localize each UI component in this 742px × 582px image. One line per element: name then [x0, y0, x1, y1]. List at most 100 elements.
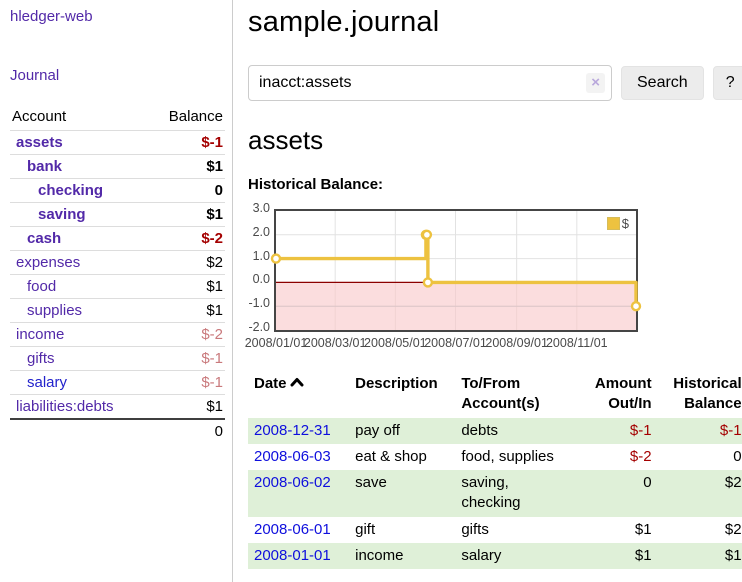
account-balance: $1 — [206, 302, 223, 319]
account-link-saving[interactable]: saving — [38, 206, 86, 223]
account-link-cash[interactable]: cash — [27, 230, 62, 247]
transaction-amount: $-2 — [629, 447, 652, 465]
account-row: liabilities:debts $1 — [10, 394, 225, 420]
transaction-description: save — [355, 474, 387, 491]
transaction-balance: $-1 — [719, 421, 742, 439]
account-row: assets $-1 — [10, 130, 225, 155]
transaction-row: 2008-12-31 pay off debts $-1 $-1 — [248, 417, 742, 444]
transaction-date-link[interactable]: 2008-06-03 — [254, 447, 331, 465]
transaction-date-link[interactable]: 2008-01-01 — [254, 546, 331, 564]
account-balance: $-2 — [201, 326, 223, 343]
transaction-accounts: debts — [461, 421, 499, 439]
transaction-accounts: food, supplies — [461, 447, 554, 465]
legend-swatch-icon — [606, 217, 620, 230]
transaction-row: 2008-06-03 eat & shop food, supplies $-2 0 — [248, 444, 742, 470]
transaction-date-link[interactable]: 2008-12-31 — [254, 421, 331, 439]
y-tick-label: -2.0 — [248, 320, 270, 334]
account-link-expenses[interactable]: expenses — [16, 254, 81, 271]
account-balance: $1 — [206, 206, 223, 223]
chart-plot-area: $ — [270, 209, 642, 332]
y-tick-label: 0.0 — [252, 272, 270, 287]
x-tick-label: 2008/05/01 — [364, 336, 427, 350]
account-link-bank[interactable]: bank — [27, 158, 63, 175]
transaction-description: pay off — [355, 421, 400, 439]
y-tick-label: -1.0 — [248, 296, 270, 311]
historical-balance-chart: 3.0 2.0 1.0 0.0 -1.0 -2.0 $ 2008/01/01 2008/03… — [243, 201, 663, 352]
transaction-amount: $1 — [634, 546, 652, 564]
account-row: saving $1 — [10, 202, 225, 227]
account-row: cash $-2 — [10, 226, 225, 251]
legend-label: $ — [621, 216, 629, 231]
account-link-food[interactable]: food — [27, 278, 57, 295]
x-tick-label: 2008/11/01 — [545, 336, 608, 350]
transaction-balance: $2 — [724, 520, 742, 538]
data-point-marker — [270, 253, 282, 264]
account-link-checking[interactable]: checking — [38, 182, 104, 199]
x-tick-label: 2008/07/01 — [424, 336, 487, 350]
page-title: sample.journal — [248, 6, 440, 38]
account-link-liabilities-debts[interactable]: liabilities:debts — [16, 398, 114, 415]
account-balance: $1 — [206, 398, 223, 415]
transaction-row: 2008-06-01 gift gifts $1 $2 — [248, 517, 742, 543]
transaction-row: 2008-01-01 income salary $1 $1 — [248, 542, 742, 569]
account-balance: $1 — [206, 158, 223, 175]
accounts-header-balance: Balance — [168, 108, 223, 125]
data-point-marker — [422, 277, 434, 288]
x-tick-label: 2008/01/01 — [244, 336, 308, 350]
account-link-gifts[interactable]: gifts — [27, 350, 55, 367]
account-link-salary[interactable]: salary — [27, 374, 68, 391]
account-balance: $2 — [206, 254, 223, 271]
transaction-description: eat & shop — [355, 447, 427, 465]
account-row: checking 0 — [10, 178, 225, 203]
transaction-description: gift — [355, 520, 376, 538]
chart-legend: $ — [603, 215, 632, 232]
search-button[interactable]: Search — [621, 66, 704, 100]
transaction-balance: $1 — [724, 546, 742, 564]
transaction-accounts: gifts — [461, 520, 489, 538]
transaction-accounts: saving, checking — [461, 474, 521, 512]
y-tick-label: 1.0 — [252, 248, 270, 263]
register-table: Date Description To/From Account(s) Amount Ou… — [248, 371, 742, 569]
accounts-header-account: Account — [12, 108, 67, 125]
help-button[interactable]: ? — [712, 66, 742, 100]
account-row: supplies $1 — [10, 298, 225, 323]
transaction-row: 2008-06-02 save saving, checking 0 $2 — [248, 470, 742, 517]
account-link-assets[interactable]: assets — [16, 134, 63, 151]
y-tick-label: 2.0 — [252, 224, 270, 239]
transaction-amount: $-1 — [629, 421, 652, 439]
account-link-supplies[interactable]: supplies — [27, 302, 83, 319]
journal-link[interactable]: Journal — [10, 67, 60, 84]
x-tick-label: 2008/03/01 — [303, 336, 367, 350]
transaction-date-link[interactable]: 2008-06-01 — [254, 520, 331, 538]
sidebar: hledger-web Journal Account Balance asse… — [0, 0, 233, 582]
account-balance: 0 — [214, 182, 223, 199]
accounts-table: Account Balance assets $-1 bank $1 checking 0… — [10, 104, 225, 443]
account-balance: $-2 — [201, 230, 223, 247]
x-tick-label: 2008/09/01 — [485, 336, 548, 350]
transaction-description: income — [355, 546, 404, 564]
account-link-income[interactable]: income — [16, 326, 65, 343]
main-pane: sample.journal × Search ? assets Histori… — [233, 0, 742, 582]
transaction-amount: 0 — [643, 474, 652, 491]
account-row: bank $1 — [10, 154, 225, 179]
transaction-date-link[interactable]: 2008-06-02 — [254, 474, 331, 491]
transaction-balance: $2 — [724, 474, 742, 491]
account-balance: $1 — [206, 278, 223, 295]
register-header-to-from: To/From Account(s) — [461, 375, 540, 413]
search-form: × Search ? — [248, 65, 742, 101]
account-row: expenses $2 — [10, 250, 225, 275]
app-title-link[interactable]: hledger-web — [10, 8, 93, 25]
data-point-marker — [630, 300, 642, 312]
chart-title: Historical Balance: — [248, 176, 384, 193]
account-row: income $-2 — [10, 322, 225, 347]
register-header-historical: Historical Balance — [673, 375, 742, 413]
clear-search-icon[interactable]: × — [586, 73, 605, 93]
transaction-accounts: salary — [461, 546, 502, 564]
account-heading: assets — [248, 125, 324, 155]
transaction-amount: $1 — [634, 520, 652, 538]
search-input[interactable] — [248, 65, 612, 101]
transaction-balance: 0 — [733, 447, 742, 465]
account-row: food $1 — [10, 274, 225, 299]
account-row: salary $-1 — [10, 370, 225, 395]
